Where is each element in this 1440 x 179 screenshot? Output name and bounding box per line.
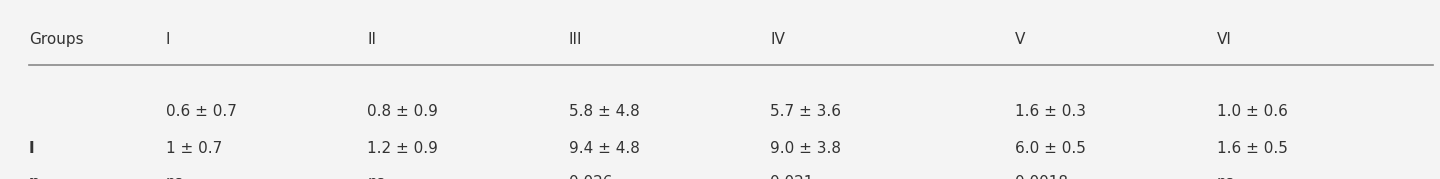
Text: V: V [1015,32,1025,47]
Text: I: I [29,141,35,156]
Text: 0.021: 0.021 [770,175,814,179]
Text: III: III [569,32,582,47]
Text: ns: ns [367,175,384,179]
Text: I: I [166,32,170,47]
Text: 0.6 ± 0.7: 0.6 ± 0.7 [166,104,236,119]
Text: 0.8 ± 0.9: 0.8 ± 0.9 [367,104,438,119]
Text: 0.0018: 0.0018 [1015,175,1068,179]
Text: 9.4 ± 4.8: 9.4 ± 4.8 [569,141,639,156]
Text: 9.0 ± 3.8: 9.0 ± 3.8 [770,141,841,156]
Text: 1.6 ± 0.3: 1.6 ± 0.3 [1015,104,1086,119]
Text: IV: IV [770,32,785,47]
Text: 5.8 ± 4.8: 5.8 ± 4.8 [569,104,639,119]
Text: 1 ± 0.7: 1 ± 0.7 [166,141,222,156]
Text: ns: ns [1217,175,1234,179]
Text: ns: ns [166,175,183,179]
Text: II: II [367,32,376,47]
Text: Groups: Groups [29,32,84,47]
Text: 6.0 ± 0.5: 6.0 ± 0.5 [1015,141,1086,156]
Text: VI: VI [1217,32,1231,47]
Text: 1.2 ± 0.9: 1.2 ± 0.9 [367,141,438,156]
Text: 5.7 ± 3.6: 5.7 ± 3.6 [770,104,841,119]
Text: 1.6 ± 0.5: 1.6 ± 0.5 [1217,141,1287,156]
Text: 0.026: 0.026 [569,175,612,179]
Text: 1.0 ± 0.6: 1.0 ± 0.6 [1217,104,1287,119]
Text: p: p [29,175,40,179]
